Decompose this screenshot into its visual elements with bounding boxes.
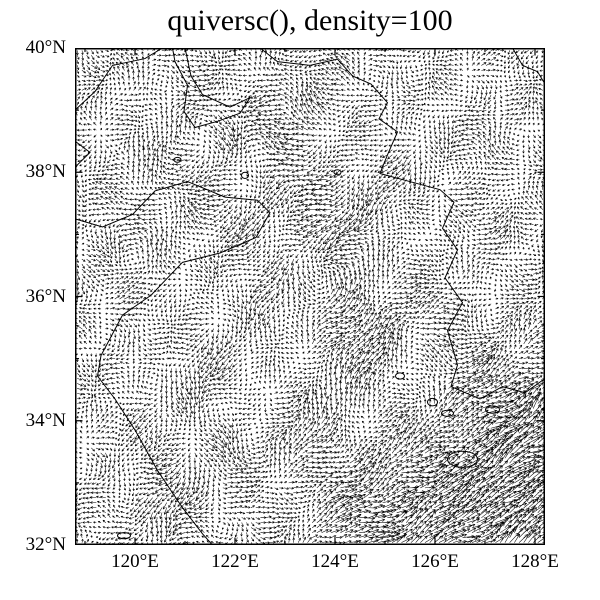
y-tick-label: 34°N xyxy=(25,409,66,431)
y-tick-label: 32°N xyxy=(25,534,66,555)
x-tick-label: 128°E xyxy=(511,551,559,572)
y-tick-label: 38°N xyxy=(25,161,66,183)
quiver-canvas xyxy=(75,48,545,545)
y-tick-label: 36°N xyxy=(25,285,66,307)
chart-title: quiversc(), density=100 xyxy=(167,4,453,37)
x-tick-label: 120°E xyxy=(111,551,159,572)
plot-area xyxy=(75,48,545,545)
x-tick-label: 126°E xyxy=(411,551,459,572)
x-tick-label: 122°E xyxy=(211,551,259,572)
x-tick-label: 124°E xyxy=(311,551,359,572)
y-tick-label: 40°N xyxy=(25,37,66,58)
